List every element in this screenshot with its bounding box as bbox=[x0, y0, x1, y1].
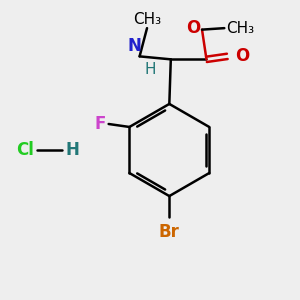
Text: H: H bbox=[65, 141, 79, 159]
Text: Br: Br bbox=[159, 223, 180, 241]
Text: F: F bbox=[94, 115, 106, 133]
Text: H: H bbox=[144, 62, 156, 77]
Text: CH₃: CH₃ bbox=[226, 21, 254, 36]
Text: O: O bbox=[186, 19, 200, 37]
Text: O: O bbox=[235, 47, 249, 65]
Text: Cl: Cl bbox=[16, 141, 34, 159]
Text: CH₃: CH₃ bbox=[133, 12, 161, 27]
Text: N: N bbox=[127, 37, 141, 55]
